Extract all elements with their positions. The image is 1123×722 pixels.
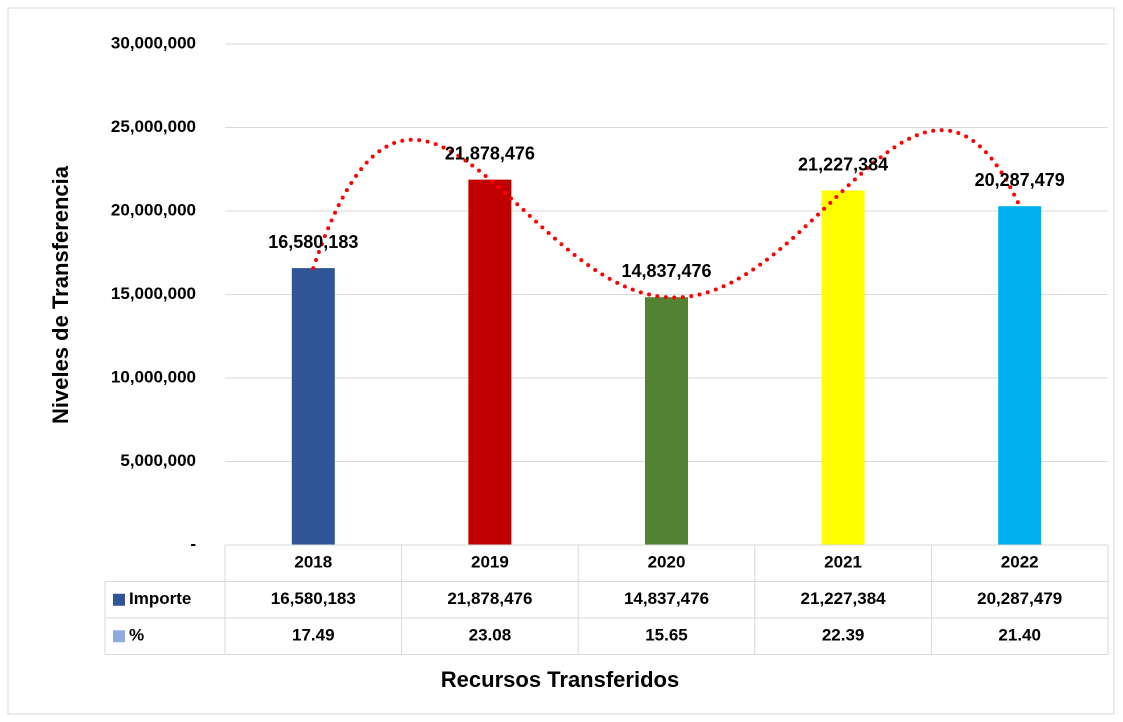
- table-cell: 22.39: [822, 626, 865, 645]
- bar: [998, 206, 1042, 545]
- data-label: 21,878,476: [445, 143, 535, 163]
- table-cell: 21,878,476: [447, 589, 532, 608]
- legend-key: [113, 593, 125, 606]
- trendline: [311, 128, 1022, 300]
- table-cell: 16,580,183: [271, 589, 356, 608]
- chart-border: [7, 7, 1115, 715]
- legend-label: %: [129, 626, 144, 645]
- legend-key: [113, 630, 125, 643]
- bar: [821, 190, 865, 545]
- y-tick-label: 15,000,000: [111, 284, 196, 303]
- x-tick-label: 2020: [648, 553, 686, 572]
- y-tick-label: 30,000,000: [111, 33, 196, 52]
- y-tick-label: 10,000,000: [111, 367, 196, 386]
- table-cell: 21,227,384: [801, 589, 887, 608]
- table-cell: 21.40: [998, 626, 1041, 645]
- data-label: 20,287,479: [975, 170, 1065, 190]
- bar: [468, 179, 512, 545]
- table-cell: 23.08: [469, 626, 512, 645]
- y-tick-label: 5,000,000: [120, 451, 196, 470]
- x-axis-title: Recursos Transferidos: [441, 667, 679, 692]
- data-label: 21,227,384: [798, 154, 888, 174]
- x-tick-label: 2018: [294, 553, 332, 572]
- y-tick-label: 25,000,000: [111, 117, 196, 136]
- table-cell: 14,837,476: [624, 589, 709, 608]
- y-tick-label: -: [190, 534, 196, 553]
- table-cell: 17.49: [292, 626, 335, 645]
- table-cell: 15.65: [645, 626, 688, 645]
- y-tick-label: 20,000,000: [111, 200, 196, 219]
- x-tick-label: 2021: [824, 553, 862, 572]
- bar: [645, 297, 688, 545]
- data-label: 14,837,476: [621, 261, 711, 281]
- table-cell: 20,287,479: [977, 589, 1062, 608]
- data-label: 16,580,183: [268, 232, 358, 252]
- x-tick-label: 2019: [471, 553, 509, 572]
- bar: [291, 268, 335, 545]
- y-axis-title: Niveles de Transferencia: [48, 165, 73, 424]
- x-tick-label: 2022: [1001, 553, 1039, 572]
- legend-label: Importe: [129, 589, 191, 608]
